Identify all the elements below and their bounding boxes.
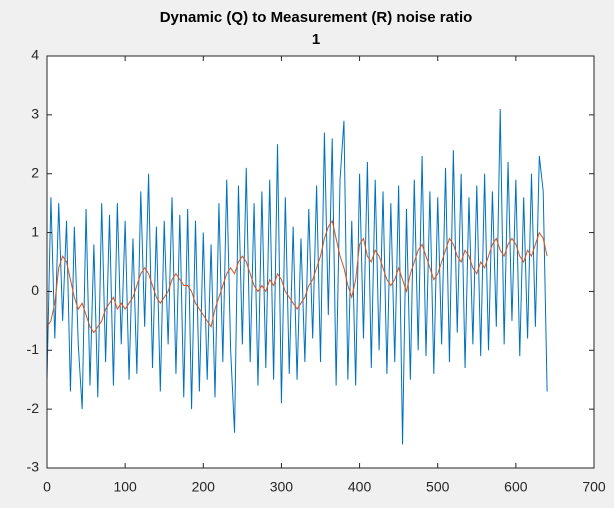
data-line — [46, 108, 548, 445]
axes-box — [46, 55, 595, 469]
y-tick-label: -3 — [27, 459, 40, 475]
y-tick-label: 4 — [31, 47, 39, 63]
y-tick-label: 0 — [31, 282, 39, 298]
x-tick-label: 300 — [270, 479, 294, 495]
x-tick-label: 700 — [582, 479, 606, 495]
y-tick-label: 1 — [31, 223, 39, 239]
data-line — [46, 219, 548, 334]
chart-subtitle: 1 — [312, 31, 320, 48]
x-tick-label: 500 — [426, 479, 450, 495]
y-tick-label: -2 — [27, 400, 40, 416]
chart-title: Dynamic (Q) to Measurement (R) noise rat… — [160, 9, 473, 26]
x-tick-label: 100 — [113, 479, 137, 495]
y-tick-label: 2 — [31, 164, 39, 180]
plot-area — [47, 56, 594, 468]
x-tick-label: 400 — [348, 479, 372, 495]
x-tick-label: 0 — [43, 479, 51, 495]
y-tick-label: -1 — [27, 341, 40, 357]
x-tick-label: 600 — [504, 479, 528, 495]
y-tick-label: 3 — [31, 106, 39, 122]
plot — [46, 108, 548, 445]
x-tick-label: 200 — [192, 479, 216, 495]
